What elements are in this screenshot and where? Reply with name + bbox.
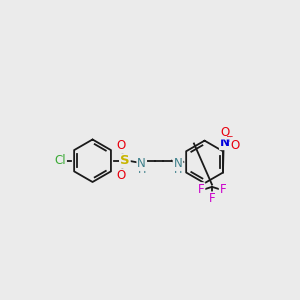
Text: F: F (220, 183, 226, 196)
Text: N: N (137, 157, 146, 170)
Text: N: N (174, 157, 182, 170)
Text: +: + (225, 134, 232, 143)
Text: Cl: Cl (54, 154, 66, 167)
Text: H: H (138, 165, 146, 176)
Text: H: H (174, 165, 182, 176)
Text: S: S (120, 154, 130, 167)
Text: O: O (230, 139, 240, 152)
Text: −: − (225, 131, 233, 140)
Text: N: N (220, 136, 230, 149)
Text: F: F (208, 192, 215, 206)
Text: O: O (116, 169, 126, 182)
Text: F: F (198, 183, 204, 196)
Text: O: O (116, 139, 126, 152)
Text: O: O (220, 126, 230, 139)
